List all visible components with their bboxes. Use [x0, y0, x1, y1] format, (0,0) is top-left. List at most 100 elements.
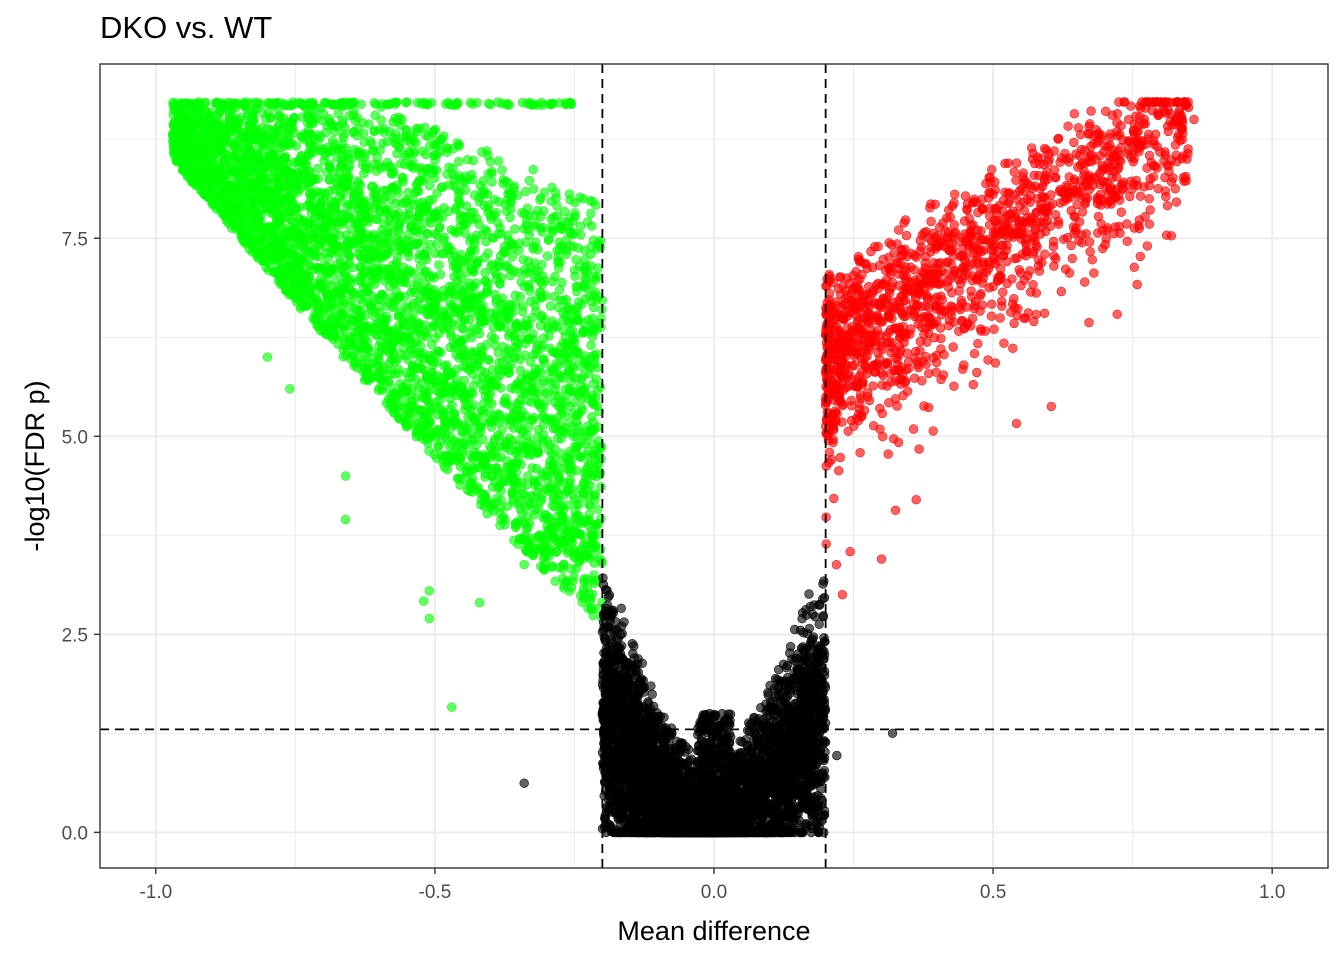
point-down: [554, 98, 564, 108]
point-down: [244, 121, 255, 132]
point-down: [567, 538, 577, 548]
point-up: [976, 289, 986, 299]
point-down: [454, 156, 464, 167]
point-down: [550, 416, 560, 427]
point-down: [338, 345, 348, 355]
point-down: [275, 216, 285, 226]
point-down: [224, 115, 234, 125]
point-down: [458, 176, 468, 186]
point-down: [326, 247, 336, 257]
point-down: [334, 168, 345, 178]
point-down: [410, 226, 420, 236]
point-down: [324, 174, 334, 185]
point-up: [1048, 236, 1059, 247]
point-down: [484, 200, 494, 210]
point-down: [493, 156, 504, 166]
point-down: [554, 426, 564, 437]
point-down: [344, 212, 355, 222]
point-down: [178, 150, 188, 161]
point-down: [582, 551, 592, 561]
point-down: [343, 164, 353, 174]
point-down: [413, 163, 423, 173]
point-down: [233, 197, 243, 208]
point-down: [345, 100, 355, 110]
point-down: [485, 157, 496, 167]
point-down: [588, 610, 598, 621]
point-down: [578, 492, 588, 502]
point-down: [299, 180, 310, 190]
point-down: [199, 98, 210, 108]
point-down: [183, 170, 194, 181]
point-up: [938, 370, 949, 380]
point-down: [244, 233, 255, 244]
point-up: [1112, 108, 1123, 119]
point-down: [501, 443, 511, 453]
point-down: [315, 319, 326, 329]
point-down: [586, 340, 596, 350]
point-down: [341, 230, 352, 240]
point-down: [537, 227, 547, 237]
point-down: [258, 108, 268, 119]
point-down: [224, 198, 234, 209]
point-down: [521, 503, 531, 513]
point-down: [414, 327, 424, 338]
point-down: [570, 211, 580, 222]
point-down: [401, 97, 411, 108]
point-down: [370, 110, 380, 121]
point-down: [480, 498, 490, 508]
point-down: [500, 519, 510, 530]
point-down: [405, 267, 416, 277]
point-down: [421, 149, 431, 160]
point-down: [485, 407, 495, 417]
point-down: [596, 482, 606, 492]
point-down: [301, 160, 312, 170]
point-down: [430, 248, 440, 258]
point-down: [316, 237, 326, 248]
point-down: [321, 278, 332, 289]
point-down: [411, 374, 421, 385]
point-down: [206, 107, 216, 117]
point-down: [503, 178, 513, 188]
point-down: [589, 578, 600, 588]
point-down: [270, 127, 281, 138]
point-down: [349, 126, 359, 137]
point-down: [365, 254, 375, 264]
point-down: [465, 246, 476, 257]
point-down: [483, 169, 493, 179]
point-down: [571, 499, 582, 509]
point-down: [558, 373, 568, 383]
point-down: [426, 308, 436, 318]
point-down: [205, 143, 215, 153]
chart-title: DKO vs. WT: [100, 10, 273, 45]
point-up: [1087, 255, 1098, 265]
point-down: [542, 251, 553, 261]
point-down: [343, 320, 353, 331]
point-down: [233, 136, 244, 147]
point-down: [409, 200, 419, 210]
point-up: [846, 395, 856, 406]
point-down: [563, 302, 574, 312]
point-down: [556, 241, 566, 251]
point-down: [203, 120, 213, 131]
point-down: [395, 241, 405, 252]
point-down: [553, 350, 564, 360]
point-down: [244, 244, 255, 254]
point-down: [566, 582, 577, 592]
point-down: [442, 360, 452, 370]
point-down: [589, 271, 599, 281]
point-down: [374, 341, 384, 351]
point-down: [523, 471, 533, 481]
point-down: [494, 481, 504, 491]
point-down: [264, 207, 275, 218]
point-down: [407, 391, 417, 401]
point-down: [264, 190, 274, 201]
point-down: [383, 377, 394, 387]
point-down: [495, 278, 505, 288]
point-down: [596, 513, 606, 524]
point-up: [973, 339, 983, 349]
point-down: [304, 150, 314, 160]
point-down: [435, 269, 446, 280]
point-down: [510, 224, 520, 234]
point-down: [424, 195, 434, 206]
point-down: [522, 536, 532, 546]
